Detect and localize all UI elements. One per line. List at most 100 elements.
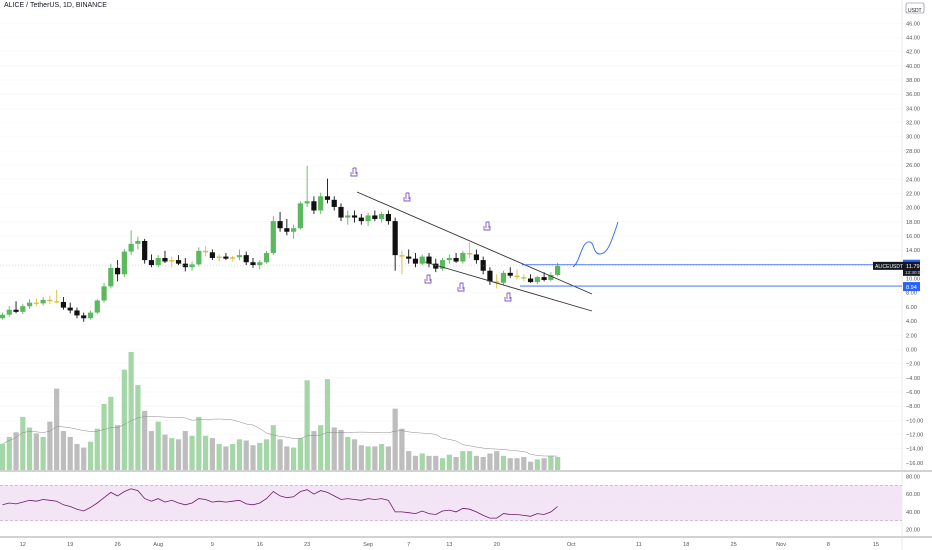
candle-body <box>324 196 331 200</box>
symbol-title[interactable]: ALICE / TetherUS, 1D, BINANCE <box>4 2 107 9</box>
price-tick-label[interactable]: 36.00 <box>906 92 920 98</box>
volume-bar <box>345 436 351 470</box>
price-tick-label[interactable]: 46.00 <box>906 21 920 27</box>
rsi-tick-label[interactable]: 80.00 <box>906 474 920 480</box>
price-tick-label[interactable]: 34.00 <box>906 106 920 112</box>
time-tick-label[interactable]: Aug <box>153 542 163 548</box>
price-tick-label[interactable]: 4.00 <box>906 319 917 325</box>
price-tick-label[interactable]: 16.00 <box>906 234 920 240</box>
time-tick-label[interactable]: 15 <box>873 542 879 548</box>
current-price-label[interactable]: 11.79 <box>906 264 920 270</box>
time-tick-label[interactable]: 11 <box>636 542 642 548</box>
time-tick-label[interactable]: 23 <box>304 542 310 548</box>
price-tick-label[interactable]: −6.00 <box>906 390 920 396</box>
volume-bar <box>399 428 405 470</box>
time-tick-label[interactable]: 16 <box>257 542 263 548</box>
volume-bar <box>189 435 195 470</box>
volume-bar <box>439 458 446 470</box>
time-tick-label[interactable]: Sep <box>363 542 373 548</box>
time-tick-label[interactable]: 8 <box>827 542 830 548</box>
candle-body <box>473 254 479 261</box>
candle-body <box>406 256 412 259</box>
channel-upper-line[interactable] <box>356 191 593 295</box>
currency-badge[interactable] <box>905 2 925 14</box>
price-tick-label[interactable]: −10.00 <box>906 418 923 424</box>
price-tick-label[interactable]: 38.00 <box>906 78 920 84</box>
candle-body <box>26 302 33 307</box>
volume-bar <box>250 445 256 470</box>
price-tick-label[interactable]: −12.00 <box>906 433 923 439</box>
lower-price-label[interactable]: 8.94 <box>906 285 917 291</box>
current-price-tag[interactable] <box>903 261 920 276</box>
price-tick-label[interactable]: 0.00 <box>906 347 917 353</box>
symbol-tag[interactable] <box>873 261 903 270</box>
time-tick-label[interactable]: 18 <box>683 542 689 548</box>
price-tick-label[interactable]: 40.00 <box>906 64 920 70</box>
channel-lower-line[interactable] <box>424 261 593 312</box>
time-tick-label[interactable]: 7 <box>407 542 410 548</box>
price-tick-label[interactable]: 30.00 <box>906 135 920 141</box>
volume-bar <box>500 455 507 470</box>
symbol-label[interactable]: ALICEUSDT <box>875 264 903 270</box>
rsi-tick-label[interactable]: 20.00 <box>906 528 920 534</box>
time-axis[interactable]: 12 19 26 Aug 9 16 23 Sep 7 13 20 Oct 11 18 25 Nov 8 15 <box>20 542 879 548</box>
price-tick-label[interactable]: 20.00 <box>906 206 920 212</box>
time-tick-label[interactable]: 25 <box>731 542 737 548</box>
candle-body <box>311 201 317 211</box>
price-tick-label[interactable]: −2.00 <box>906 362 920 368</box>
price-tick-label[interactable]: 18.00 <box>906 220 920 226</box>
price-tick-label[interactable]: 42.00 <box>906 50 920 56</box>
candle-body <box>297 203 303 229</box>
lower-price-tag[interactable] <box>903 282 920 292</box>
price-tick-label[interactable]: −8.00 <box>906 404 920 410</box>
rsi-tick-label[interactable]: 40.00 <box>906 510 920 516</box>
price-tick-label[interactable]: −14.00 <box>906 447 923 453</box>
price-axis[interactable]: 48.0046.0044.0042.0040.0038.0036.0034.00… <box>873 2 925 467</box>
candle-body <box>494 281 500 283</box>
price-tick-label[interactable]: 10.00 <box>906 277 920 283</box>
price-tick-label[interactable]: 28.00 <box>906 149 920 155</box>
currency-badge-label[interactable]: USDT <box>908 8 922 14</box>
price-tick-label[interactable]: 8.00 <box>906 291 917 297</box>
candle-body <box>209 252 215 258</box>
price-tick-label[interactable]: 24.00 <box>906 177 920 183</box>
volume-bar <box>148 431 155 470</box>
time-tick-label[interactable]: 26 <box>114 542 120 548</box>
price-tick-label[interactable]: 26.00 <box>906 163 920 169</box>
pointing-hand-icon <box>483 221 491 231</box>
time-tick-label[interactable]: Nov <box>776 542 786 548</box>
volume-bar <box>270 425 276 470</box>
price-tick-label[interactable]: 6.00 <box>906 305 917 311</box>
time-tick-label[interactable]: Oct <box>567 542 576 548</box>
volume-bar <box>446 454 452 470</box>
drawings-layer[interactable] <box>0 167 902 312</box>
time-tick-label[interactable]: 9 <box>211 542 214 548</box>
rsi-tick-label[interactable]: 60.00 <box>906 492 920 498</box>
time-tick-label[interactable]: 13 <box>446 542 452 548</box>
price-tick-label[interactable]: 44.00 <box>906 35 920 41</box>
price-tick-label[interactable]: 2.00 <box>906 333 917 339</box>
time-tick-label[interactable]: 12 <box>20 542 26 548</box>
candle-body <box>487 270 493 282</box>
volume-bar <box>13 432 19 470</box>
candle-body <box>196 250 202 265</box>
volume-bar <box>406 451 412 470</box>
candle-body <box>338 206 344 218</box>
price-tick-label[interactable]: 32.00 <box>906 121 920 127</box>
time-tick-label[interactable]: 20 <box>494 542 500 548</box>
time-tick-label[interactable]: 19 <box>67 542 73 548</box>
price-tick-label[interactable]: 22.00 <box>906 191 920 197</box>
volume-bar <box>385 446 391 470</box>
candle-body <box>182 263 188 268</box>
price-tick-label[interactable]: 14.00 <box>906 248 920 254</box>
volume-bar <box>209 438 215 470</box>
projection-path[interactable] <box>572 221 619 268</box>
volume-bar <box>331 427 337 470</box>
volume-bar <box>467 451 473 470</box>
price-tick-label[interactable]: −4.00 <box>906 376 920 382</box>
price-tick-label[interactable]: −16.00 <box>906 461 923 467</box>
countdown-label[interactable]: 13:30:07 <box>905 270 923 275</box>
candle-body <box>480 260 486 271</box>
candle-body <box>399 255 405 257</box>
